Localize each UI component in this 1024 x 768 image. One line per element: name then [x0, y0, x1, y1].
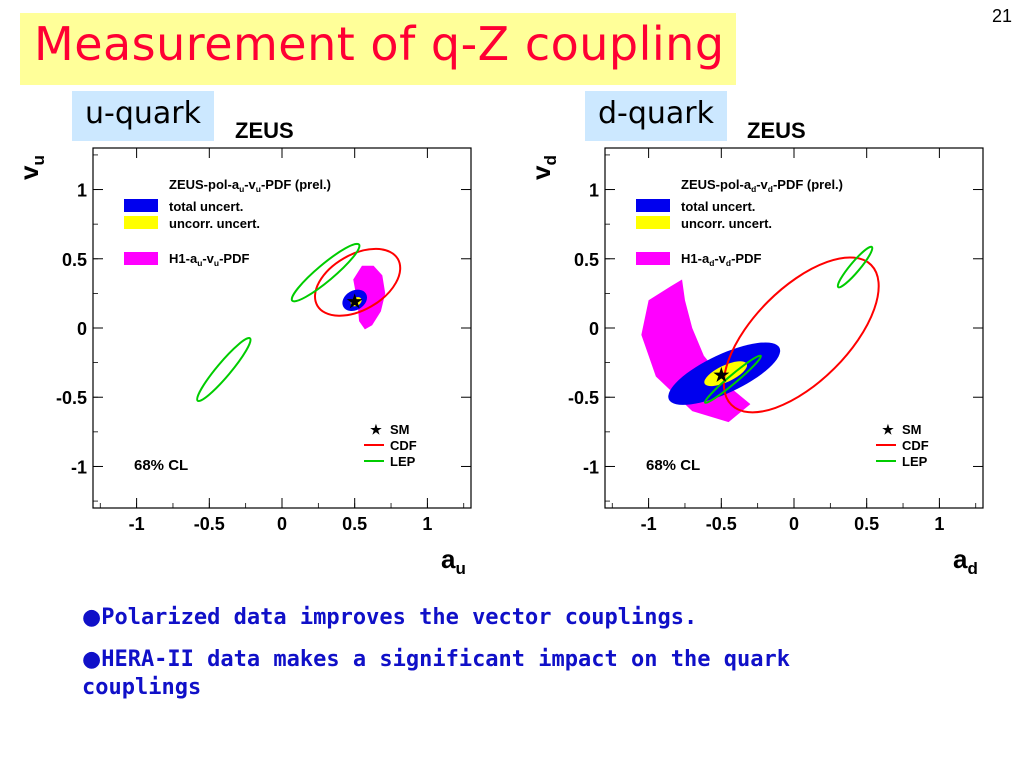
bullet-dot-icon: ●	[82, 647, 102, 672]
h1-region	[353, 265, 386, 330]
bullet-item: ●Polarized data improves the vector coup…	[82, 604, 902, 632]
legend-h1-swatch	[636, 252, 670, 265]
zeus-header: ZEUS	[747, 118, 806, 143]
cl-label: 68% CL	[646, 457, 700, 474]
legend-lep-label: LEP	[902, 454, 928, 469]
d-quark-tag: d-quark	[585, 91, 727, 141]
uncorr-uncert-region	[350, 297, 362, 307]
legend-sm-label: SM	[902, 422, 922, 437]
y-tick-label: 0	[589, 319, 599, 339]
legend-sm-label: SM	[390, 422, 410, 437]
cdf-contour	[313, 247, 402, 317]
legend-uncorr-swatch	[636, 216, 670, 229]
sm-star-icon: ★	[347, 292, 364, 312]
y-tick-label: 1	[77, 181, 87, 201]
bullet-text: Polarized data improves the vector coupl…	[101, 605, 698, 630]
lep-contour	[290, 242, 361, 303]
x-tick-label: -0.5	[194, 514, 225, 534]
legend-title: ZEUS-pol-ad-vd-PDF (prel.)	[681, 177, 843, 194]
sm-star-icon: ★	[713, 365, 730, 385]
d-quark-chart: ZEUS -1 -0.5 0 0.5 1 1 0.5 0 -0.5 -1 ad vd ★ ZEUS-pol-…	[526, 118, 984, 578]
lep-contour	[196, 337, 252, 403]
legend-total-swatch	[636, 199, 670, 212]
x-tick-label: 1	[422, 514, 432, 534]
legend-title: ZEUS-pol-au-vu-PDF (prel.)	[169, 177, 331, 194]
y-tick-label: -0.5	[568, 388, 599, 408]
x-tick-label: -0.5	[706, 514, 737, 534]
legend-uncorr-swatch	[124, 216, 158, 229]
legend-lep-label: LEP	[390, 454, 416, 469]
legend-sm-star-icon: ★	[882, 422, 894, 437]
cdf-contour	[722, 256, 880, 414]
x-axis-label: ad	[953, 544, 978, 578]
y-tick-label: -1	[583, 457, 599, 477]
legend-total-label: total uncert.	[681, 199, 755, 214]
slide-number: 21	[991, 6, 1012, 26]
legend-h1-swatch	[124, 252, 158, 265]
slide-title: Measurement of q-Z coupling	[34, 17, 725, 71]
x-axis-label: au	[441, 544, 466, 578]
lep-contour	[703, 354, 762, 404]
y-tick-label: 0.5	[574, 250, 599, 270]
y-tick-label: 1	[589, 181, 599, 201]
x-tick-label: 1	[934, 514, 944, 534]
legend-sm-star-icon: ★	[370, 422, 382, 437]
bullet-item: ●HERA-II data makes a significant impact…	[82, 646, 902, 702]
u-quark-chart: ZEUS -1 -0.5 0 0.5 1 1 0.5 0 -0.5 -1 au vu ★ ZEUS-pol-…	[14, 118, 472, 578]
x-tick-label: 0	[277, 514, 287, 534]
x-tick-label: 0.5	[342, 514, 367, 534]
x-tick-label: -1	[641, 514, 657, 534]
lep-contour	[836, 245, 874, 289]
legend-h1-label: H1-au-vu-PDF	[169, 251, 249, 268]
y-tick-label: -1	[71, 457, 87, 477]
u-quark-tag: u-quark	[72, 91, 214, 141]
title-banner: Measurement of q-Z coupling	[20, 13, 736, 85]
legend-uncorr-label: uncorr. uncert.	[169, 216, 260, 231]
legend-total-swatch	[124, 199, 158, 212]
y-tick-label: 0	[77, 319, 87, 339]
legend-total-label: total uncert.	[169, 199, 243, 214]
legend-cdf-label: CDF	[390, 438, 417, 453]
y-tick-label: -0.5	[56, 388, 87, 408]
legend-cdf-label: CDF	[902, 438, 929, 453]
bullet-list: ●Polarized data improves the vector coup…	[82, 604, 902, 716]
legend-h1-label: H1-ad-vd-PDF	[681, 251, 761, 268]
x-tick-label: 0	[789, 514, 799, 534]
x-tick-label: -1	[129, 514, 145, 534]
legend-uncorr-label: uncorr. uncert.	[681, 216, 772, 231]
x-tick-label: 0.5	[854, 514, 879, 534]
bullet-dot-icon: ●	[82, 605, 102, 630]
cl-label: 68% CL	[134, 457, 188, 474]
y-axis-label: vu	[14, 155, 48, 180]
y-axis-label: vd	[526, 155, 560, 180]
y-tick-label: 0.5	[62, 250, 87, 270]
zeus-header: ZEUS	[235, 118, 294, 143]
bullet-text: HERA-II data makes a significant impact …	[82, 647, 790, 700]
